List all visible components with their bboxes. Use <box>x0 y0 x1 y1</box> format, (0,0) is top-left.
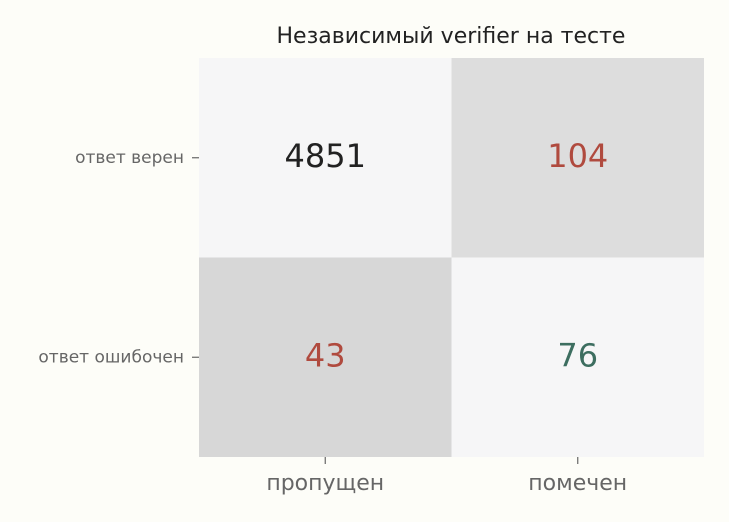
heatmap-cell <box>451 257 704 457</box>
cell-label: 104 <box>547 137 608 175</box>
heatmap-cell <box>199 58 452 258</box>
x-tick-label: помечен <box>528 471 627 496</box>
heatmap-cell <box>199 257 452 457</box>
y-tick-label: ответ верен <box>75 148 184 168</box>
x-tick-label: пропущен <box>266 471 384 496</box>
cell-label: 76 <box>557 336 598 374</box>
heatmap-cell <box>451 58 704 258</box>
cell-label: 4851 <box>285 137 366 175</box>
cell-label: 43 <box>305 336 346 374</box>
y-tick-label: ответ ошибочен <box>38 347 184 367</box>
chart-title: Независимый verifier на тесте <box>277 24 626 49</box>
